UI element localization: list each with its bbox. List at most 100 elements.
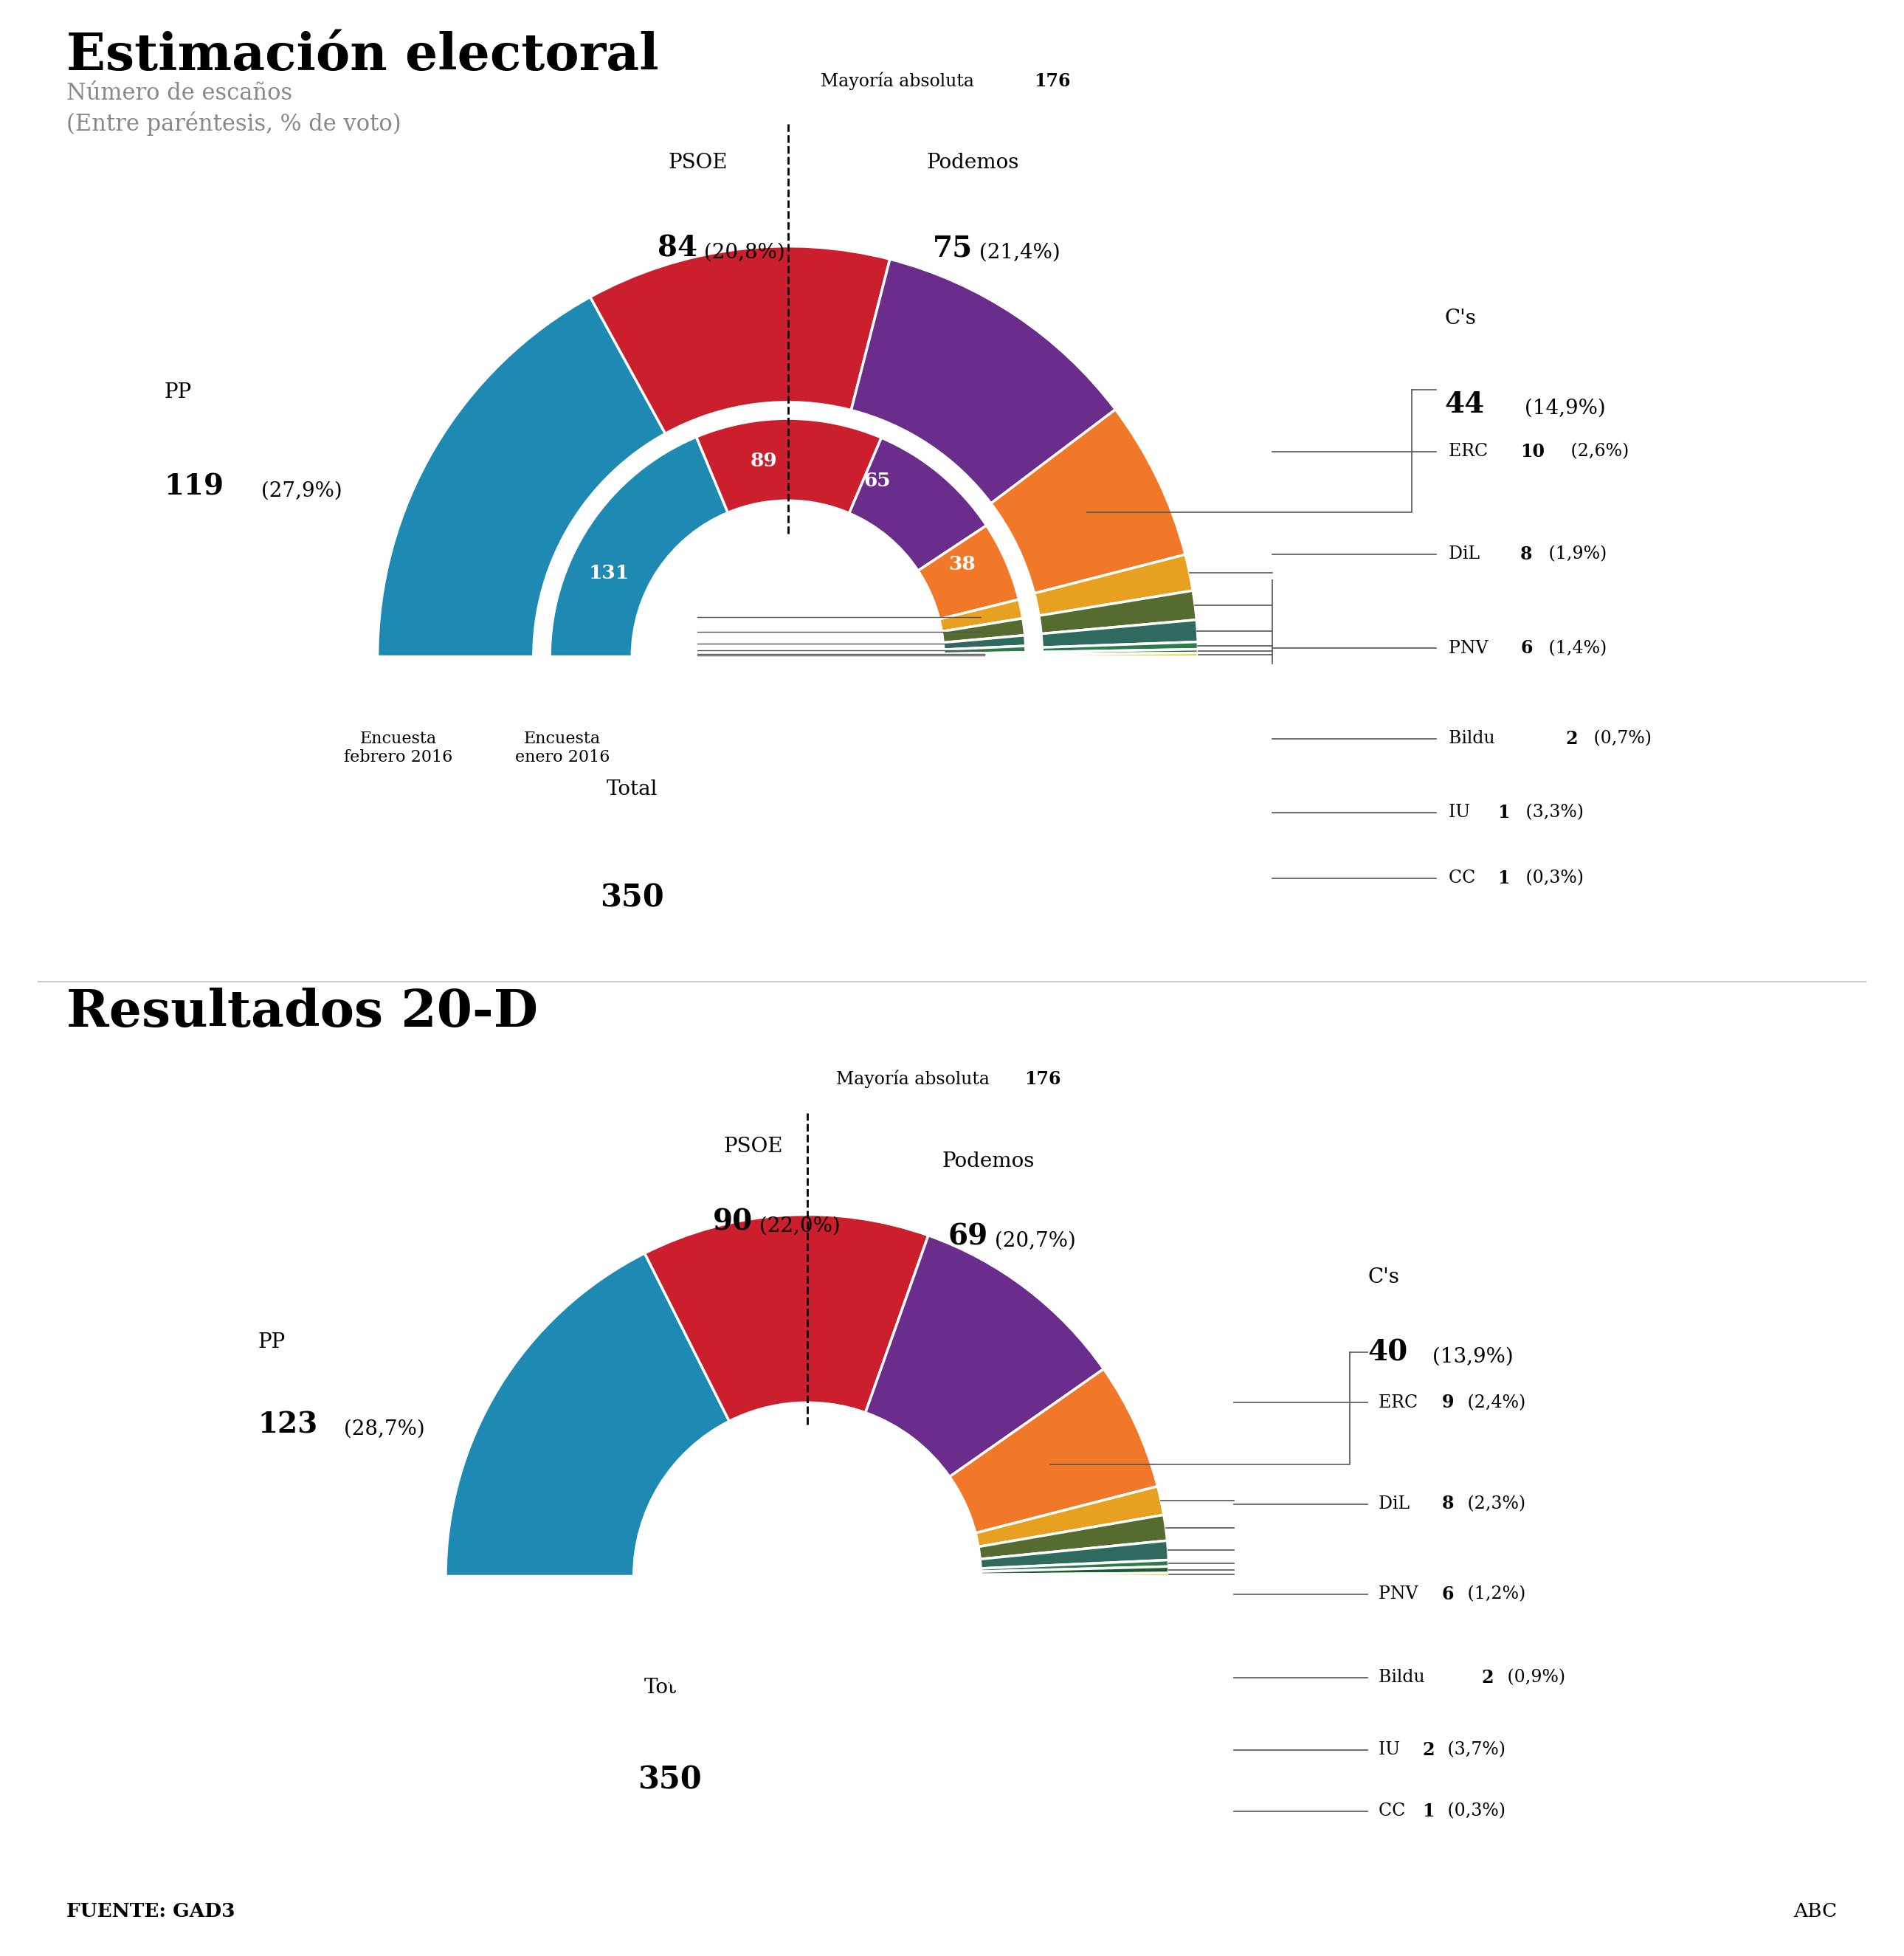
Text: 75: 75 bbox=[933, 235, 973, 262]
Text: 90: 90 bbox=[714, 1209, 754, 1236]
Text: 38: 38 bbox=[948, 556, 975, 573]
Text: (3,3%): (3,3%) bbox=[1519, 804, 1584, 822]
Text: FUENTE: GAD3: FUENTE: GAD3 bbox=[67, 1903, 236, 1921]
Text: IU: IU bbox=[1449, 804, 1476, 822]
Text: Estimación electoral: Estimación electoral bbox=[67, 31, 659, 80]
Text: 10: 10 bbox=[1519, 442, 1544, 460]
Wedge shape bbox=[979, 1514, 1167, 1559]
Text: IU: IU bbox=[1378, 1741, 1405, 1758]
Text: (22,0%): (22,0%) bbox=[754, 1217, 842, 1236]
Text: DiL: DiL bbox=[1378, 1496, 1415, 1512]
Text: Total: Total bbox=[644, 1678, 695, 1698]
Wedge shape bbox=[1041, 620, 1198, 647]
Text: Encuesta
enero 2016: Encuesta enero 2016 bbox=[514, 730, 609, 765]
Text: Mayoría absoluta: Mayoría absoluta bbox=[821, 72, 981, 90]
Wedge shape bbox=[849, 438, 986, 571]
Text: ERC: ERC bbox=[1378, 1395, 1424, 1410]
Text: Total: Total bbox=[605, 780, 657, 800]
Wedge shape bbox=[590, 246, 889, 434]
Text: (0,9%): (0,9%) bbox=[1502, 1668, 1565, 1686]
Text: 1: 1 bbox=[664, 647, 672, 661]
Text: C's: C's bbox=[1367, 1267, 1399, 1287]
Text: (1,2%): (1,2%) bbox=[1462, 1586, 1525, 1602]
Text: (14,9%): (14,9%) bbox=[1517, 399, 1605, 419]
Text: 6: 6 bbox=[1441, 1586, 1455, 1604]
Wedge shape bbox=[944, 653, 1026, 655]
Text: 8: 8 bbox=[1441, 1494, 1455, 1512]
Text: Podemos: Podemos bbox=[925, 153, 1019, 172]
Text: PP: PP bbox=[257, 1332, 286, 1352]
Wedge shape bbox=[975, 1487, 1163, 1547]
Circle shape bbox=[632, 501, 944, 812]
Wedge shape bbox=[942, 636, 1026, 649]
Text: (20,7%): (20,7%) bbox=[988, 1230, 1076, 1250]
Text: PSOE: PSOE bbox=[724, 1136, 783, 1156]
Text: 2: 2 bbox=[1481, 1668, 1495, 1686]
Text: ERC: ERC bbox=[1449, 442, 1493, 460]
Text: (1,9%): (1,9%) bbox=[1542, 546, 1607, 563]
Text: (20,8%): (20,8%) bbox=[697, 243, 784, 262]
Text: (1,4%): (1,4%) bbox=[1542, 640, 1607, 657]
Text: (2,6%): (2,6%) bbox=[1565, 442, 1630, 460]
Text: 3: 3 bbox=[664, 644, 672, 657]
Text: 84: 84 bbox=[657, 235, 697, 262]
Text: 9: 9 bbox=[1441, 1395, 1455, 1412]
Text: (0,3%): (0,3%) bbox=[1519, 870, 1584, 886]
Wedge shape bbox=[944, 645, 1026, 653]
Text: PP: PP bbox=[164, 381, 192, 403]
Wedge shape bbox=[697, 419, 882, 512]
Text: CC: CC bbox=[1378, 1803, 1411, 1819]
Wedge shape bbox=[1041, 653, 1198, 657]
Text: (Entre paréntesis, % de voto): (Entre paréntesis, % de voto) bbox=[67, 111, 402, 135]
Text: 131: 131 bbox=[588, 563, 630, 583]
Text: ABC: ABC bbox=[1794, 1903, 1837, 1921]
Wedge shape bbox=[1034, 556, 1192, 616]
Text: 9: 9 bbox=[664, 610, 672, 624]
Text: 2: 2 bbox=[1422, 1741, 1434, 1758]
Text: 123: 123 bbox=[257, 1410, 318, 1440]
Wedge shape bbox=[1041, 642, 1198, 651]
Wedge shape bbox=[939, 599, 1022, 632]
Text: 1: 1 bbox=[1498, 868, 1510, 888]
Text: Bildu: Bildu bbox=[1378, 1668, 1430, 1686]
Wedge shape bbox=[944, 655, 1026, 657]
Text: 40: 40 bbox=[1367, 1338, 1407, 1367]
Wedge shape bbox=[645, 1215, 929, 1422]
Wedge shape bbox=[981, 1567, 1169, 1575]
Wedge shape bbox=[981, 1541, 1169, 1569]
Text: C's: C's bbox=[1445, 309, 1476, 329]
Wedge shape bbox=[990, 409, 1186, 593]
Text: 1: 1 bbox=[1498, 804, 1510, 822]
Text: 176: 176 bbox=[1024, 1070, 1061, 1088]
Text: 2: 2 bbox=[1565, 730, 1578, 747]
Text: Podemos: Podemos bbox=[942, 1152, 1034, 1172]
Text: 119: 119 bbox=[164, 473, 225, 501]
Text: 176: 176 bbox=[1034, 72, 1070, 90]
Text: (13,9%): (13,9%) bbox=[1426, 1346, 1514, 1367]
Wedge shape bbox=[851, 258, 1116, 503]
Text: 350: 350 bbox=[638, 1764, 703, 1796]
Text: (3,7%): (3,7%) bbox=[1441, 1741, 1506, 1758]
Wedge shape bbox=[550, 436, 727, 657]
Text: (28,7%): (28,7%) bbox=[337, 1418, 425, 1440]
Text: (2,3%): (2,3%) bbox=[1462, 1496, 1525, 1512]
Wedge shape bbox=[918, 526, 1019, 620]
Text: 1: 1 bbox=[664, 649, 672, 663]
Text: Resultados 20-D: Resultados 20-D bbox=[67, 988, 539, 1037]
Text: 69: 69 bbox=[948, 1222, 988, 1250]
Text: Número de escaños: Número de escaños bbox=[67, 82, 293, 106]
Text: PNV: PNV bbox=[1449, 640, 1493, 657]
Text: 5: 5 bbox=[664, 638, 672, 649]
Text: (21,4%): (21,4%) bbox=[973, 243, 1061, 262]
Text: 89: 89 bbox=[750, 452, 777, 469]
Text: 8: 8 bbox=[664, 626, 672, 638]
Text: Encuesta
febrero 2016: Encuesta febrero 2016 bbox=[345, 730, 453, 765]
Text: 1: 1 bbox=[1422, 1803, 1434, 1821]
Text: DiL: DiL bbox=[1449, 546, 1485, 563]
Text: Bildu: Bildu bbox=[1449, 730, 1500, 747]
Wedge shape bbox=[981, 1573, 1169, 1577]
Wedge shape bbox=[1041, 649, 1198, 655]
Text: CC: CC bbox=[1449, 870, 1481, 886]
Text: 44: 44 bbox=[1445, 391, 1485, 419]
Text: 350: 350 bbox=[600, 882, 664, 913]
